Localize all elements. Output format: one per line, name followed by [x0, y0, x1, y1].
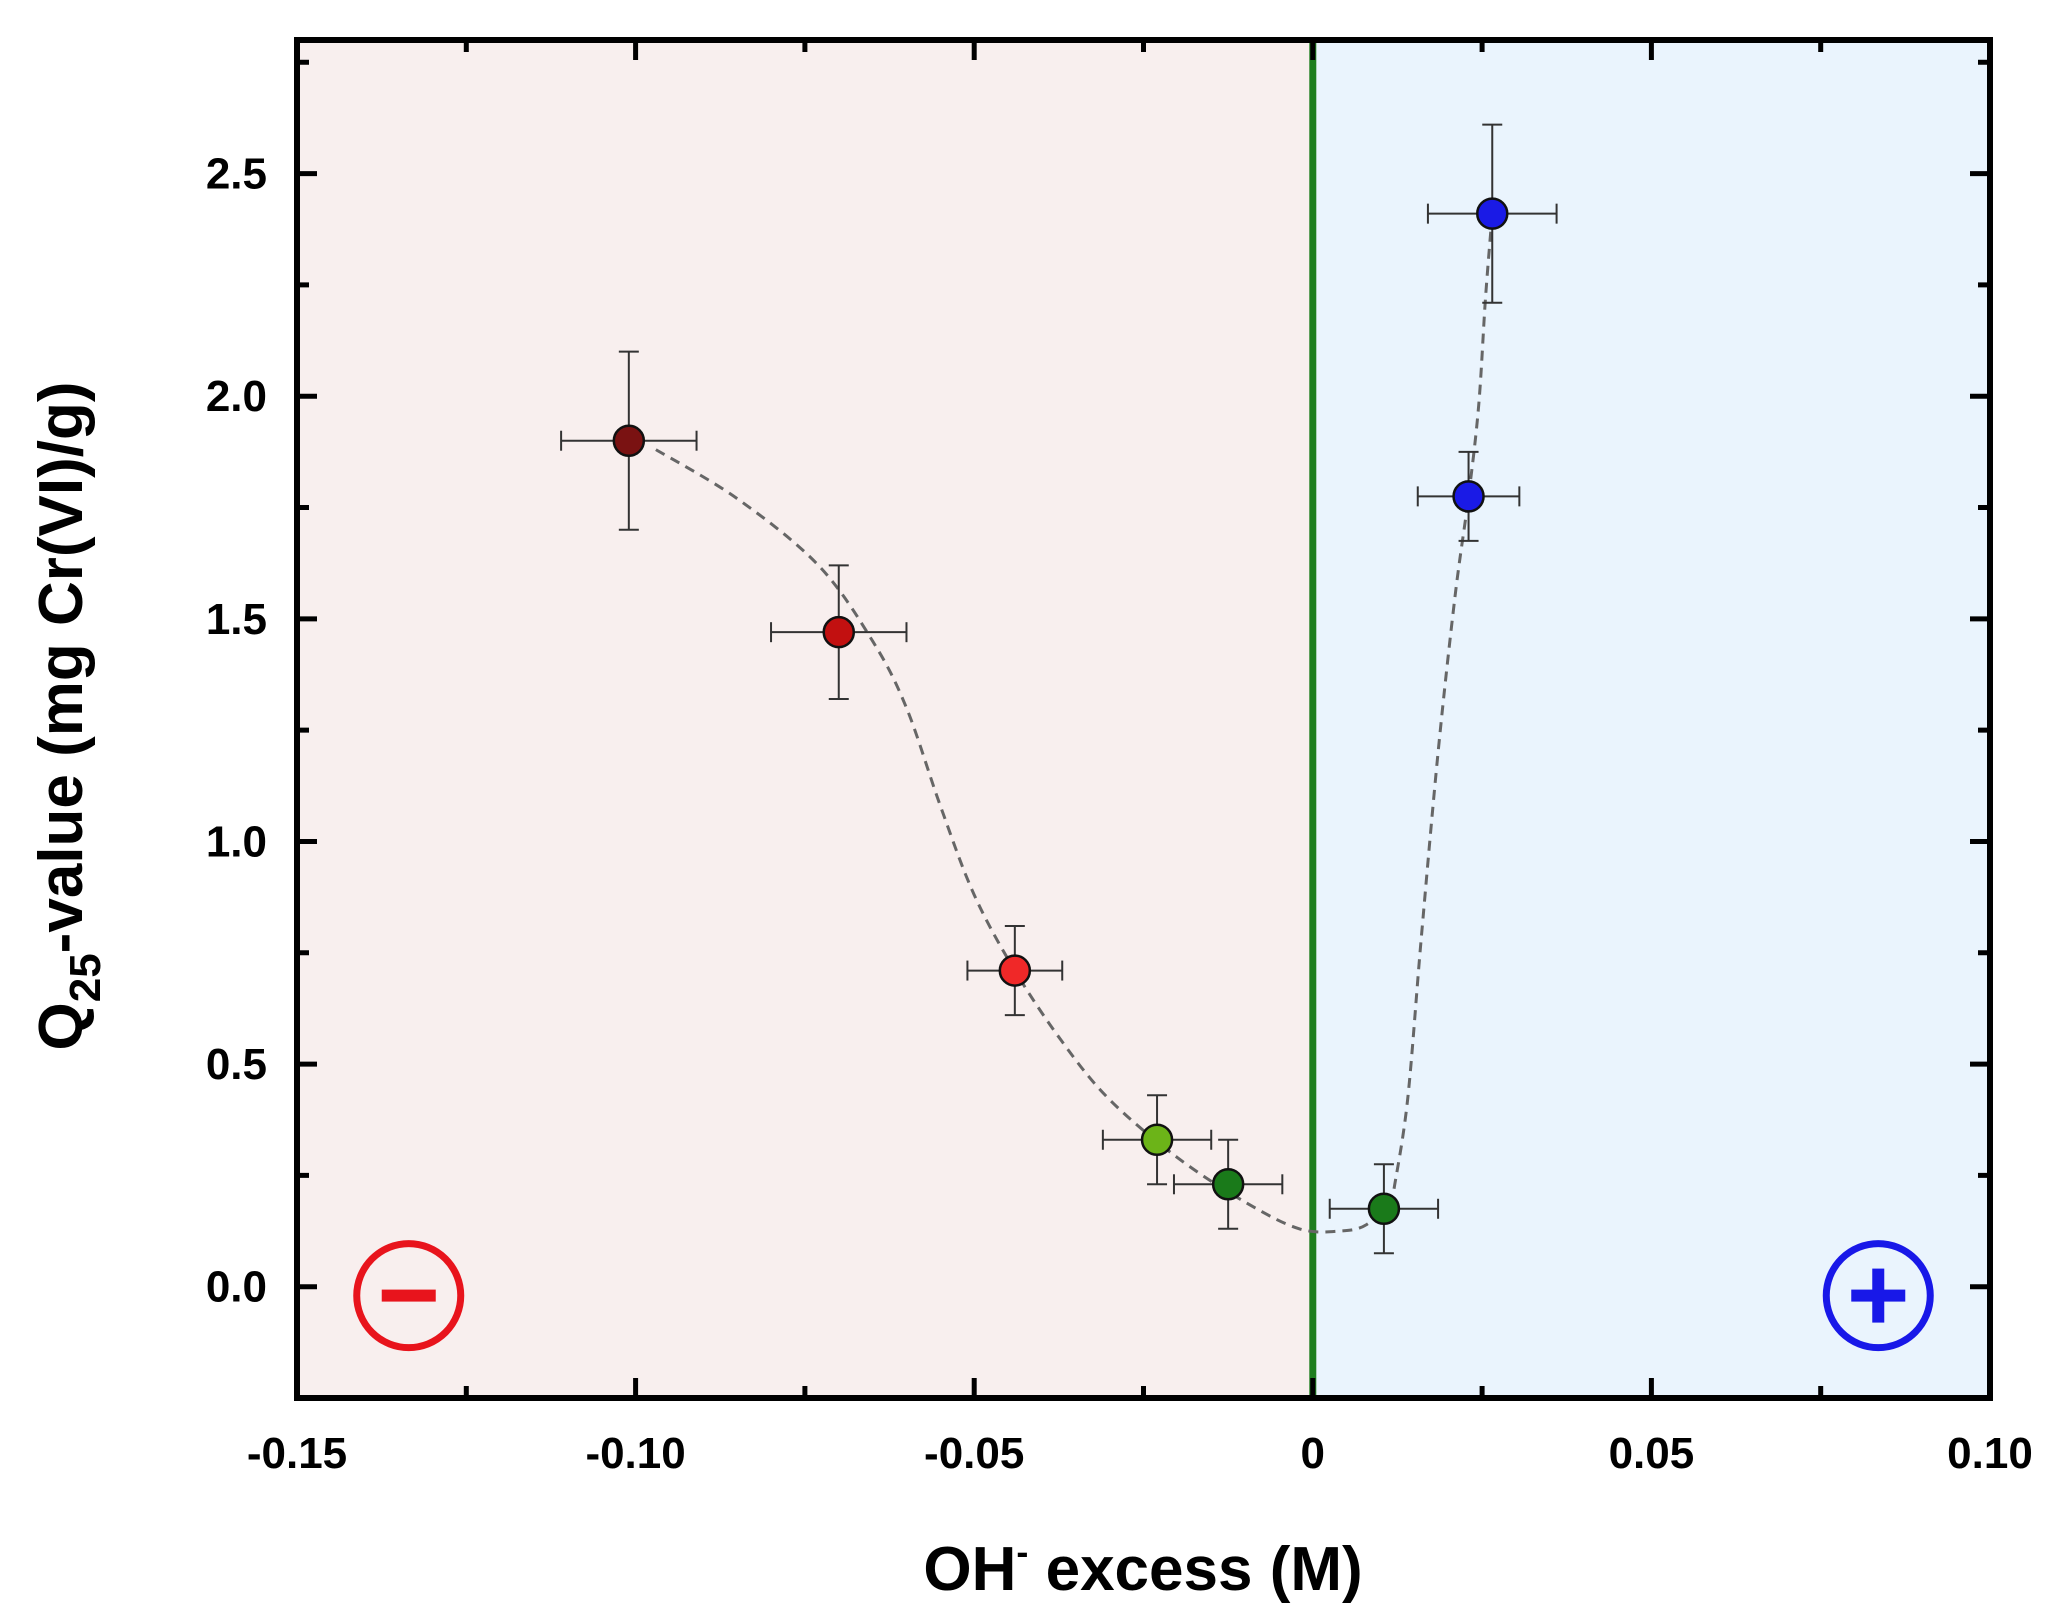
- x-tick-label: -0.05: [924, 1429, 1024, 1478]
- data-point: [822, 615, 856, 649]
- data-point: [1211, 1168, 1245, 1201]
- data-point: [1367, 1192, 1401, 1226]
- plus-icon-stem: [1872, 1268, 1885, 1323]
- axes: [294, 37, 1993, 1401]
- data-point-group: [560, 350, 698, 531]
- trend-line-right: [1392, 213, 1494, 1189]
- data-point-group: [966, 925, 1064, 1017]
- region-negative: [297, 40, 1313, 1398]
- data-point-group: [1328, 1163, 1440, 1255]
- x-tick-label: -0.10: [585, 1429, 685, 1478]
- minus-icon: [353, 1240, 465, 1352]
- data-point: [1476, 197, 1509, 230]
- data-point-group: [1172, 1138, 1284, 1230]
- y-tick-label: 1.0: [206, 817, 267, 866]
- y-tick-label: 2.5: [206, 150, 267, 199]
- data-point-group: [770, 564, 908, 700]
- plus-icon-ring: [1822, 1240, 1934, 1352]
- background-regions: [297, 40, 1990, 1398]
- x-tick-label: 0: [1301, 1429, 1325, 1478]
- data-point: [1140, 1123, 1174, 1157]
- data-points: [560, 123, 1558, 1255]
- region-positive: [1312, 40, 1990, 1398]
- x-tick-label: 0.05: [1609, 1429, 1695, 1478]
- x-tick-label: 0.10: [1947, 1429, 2033, 1478]
- region-symbols: [353, 1240, 1934, 1352]
- minus-icon-bar: [381, 1289, 436, 1302]
- data-point-group: [1416, 450, 1521, 542]
- data-point-group: [1101, 1094, 1213, 1186]
- x-axis-title: OH- excess (M): [923, 1531, 1362, 1604]
- tick-labels: -0.15 -0.10 -0.05 0 0.05 0.10 0.0 0.5 1.0 1.5 2.0 2…: [206, 150, 2033, 1478]
- y-tick-label: 0.5: [206, 1040, 267, 1089]
- x-tick-label: -0.15: [247, 1429, 347, 1478]
- data-point: [998, 954, 1032, 987]
- data-point: [612, 424, 646, 457]
- data-point: [1452, 480, 1485, 513]
- minus-icon-ring: [353, 1240, 465, 1352]
- y-tick-label: 1.5: [206, 595, 267, 644]
- y-tick-label: 2.0: [206, 372, 267, 421]
- data-point-group: [1426, 123, 1558, 304]
- y-tick-label: 0.0: [206, 1263, 267, 1312]
- plus-icon: [1822, 1240, 1934, 1352]
- y-axis-title: Q25-value (mg Cr(VI)/g): [27, 382, 110, 1051]
